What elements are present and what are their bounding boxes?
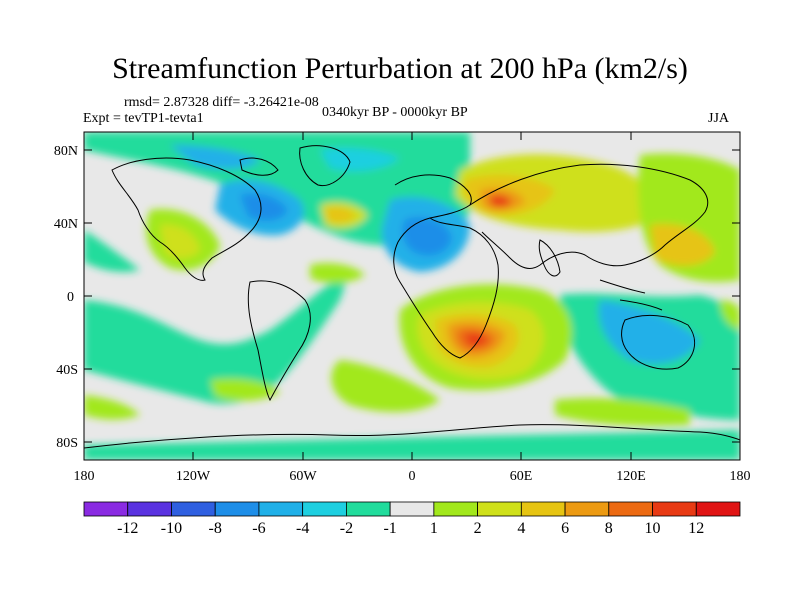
- colorbar-label: -6: [252, 520, 265, 537]
- colorbar-swatch: [433, 501, 479, 517]
- colorbar-swatch: [695, 501, 741, 517]
- colorbar-label: 8: [605, 520, 613, 537]
- colorbar-swatch: [258, 501, 304, 517]
- colorbar-swatch: [127, 501, 172, 517]
- colorbar-swatch: [302, 501, 347, 517]
- colorbar-label: 4: [517, 520, 525, 537]
- rmsd-diff-stats: rmsd= 2.87328 diff= -3.26421e-08: [124, 95, 319, 110]
- lon-label: 180: [730, 469, 751, 484]
- colorbar-label: -1: [383, 520, 396, 537]
- lat-label: 80S: [56, 436, 78, 451]
- colorbar-swatch: [83, 501, 129, 517]
- colorbar-swatch: [608, 501, 653, 517]
- colorbar-label: 10: [645, 520, 661, 537]
- lat-label: 0: [67, 290, 74, 305]
- lon-label: 0: [409, 469, 416, 484]
- lon-label: 60E: [510, 469, 533, 484]
- colorbar-label: -12: [117, 520, 138, 537]
- colorbar-label: 2: [474, 520, 482, 537]
- colorbar-label: -2: [340, 520, 353, 537]
- colorbar-label: 12: [688, 520, 704, 537]
- axis-ticks: [83, 132, 741, 460]
- colorbar-swatch: [214, 501, 260, 517]
- lat-label: 40N: [54, 217, 78, 232]
- colorbar-label: 1: [430, 520, 438, 537]
- colorbar-swatch: [652, 501, 697, 517]
- colorbar-swatch: [389, 501, 435, 517]
- colorbar-label: 6: [561, 520, 569, 537]
- lon-label: 60W: [289, 469, 317, 484]
- lat-labels: 80N 40N 0 40S 80S: [54, 144, 78, 451]
- lon-label: 180: [74, 469, 95, 484]
- season-label: JJA: [708, 111, 730, 126]
- colorbar-labels: -12 -10 -8 -6 -4 -2 -1 1 2 4 6 8 10 12: [117, 520, 704, 537]
- lat-label: 80N: [54, 144, 78, 159]
- period-label: 0340kyr BP - 0000kyr BP: [322, 105, 468, 120]
- colorbar-swatch: [345, 501, 391, 517]
- streamfunction-field: [84, 132, 740, 460]
- experiment-label: Expt = tevTP1-tevta1: [83, 111, 204, 126]
- plot-title: Streamfunction Perturbation at 200 hPa (…: [112, 52, 688, 85]
- lat-label: 40S: [56, 363, 78, 378]
- coastlines: [84, 145, 740, 449]
- colorbar-swatch: [520, 501, 566, 517]
- lon-labels: 180 120W 60W 0 60E 120E 180: [74, 469, 751, 484]
- lon-label: 120W: [176, 469, 211, 484]
- colorbar-label: -10: [161, 520, 182, 537]
- colorbar-swatch: [171, 501, 216, 517]
- colorbar-swatch: [564, 501, 610, 517]
- colorbar-swatch: [477, 501, 522, 517]
- colorbar-label: -4: [296, 520, 309, 537]
- colorbar-label: -8: [209, 520, 222, 537]
- lon-label: 120E: [616, 469, 646, 484]
- colorbar: [83, 501, 741, 517]
